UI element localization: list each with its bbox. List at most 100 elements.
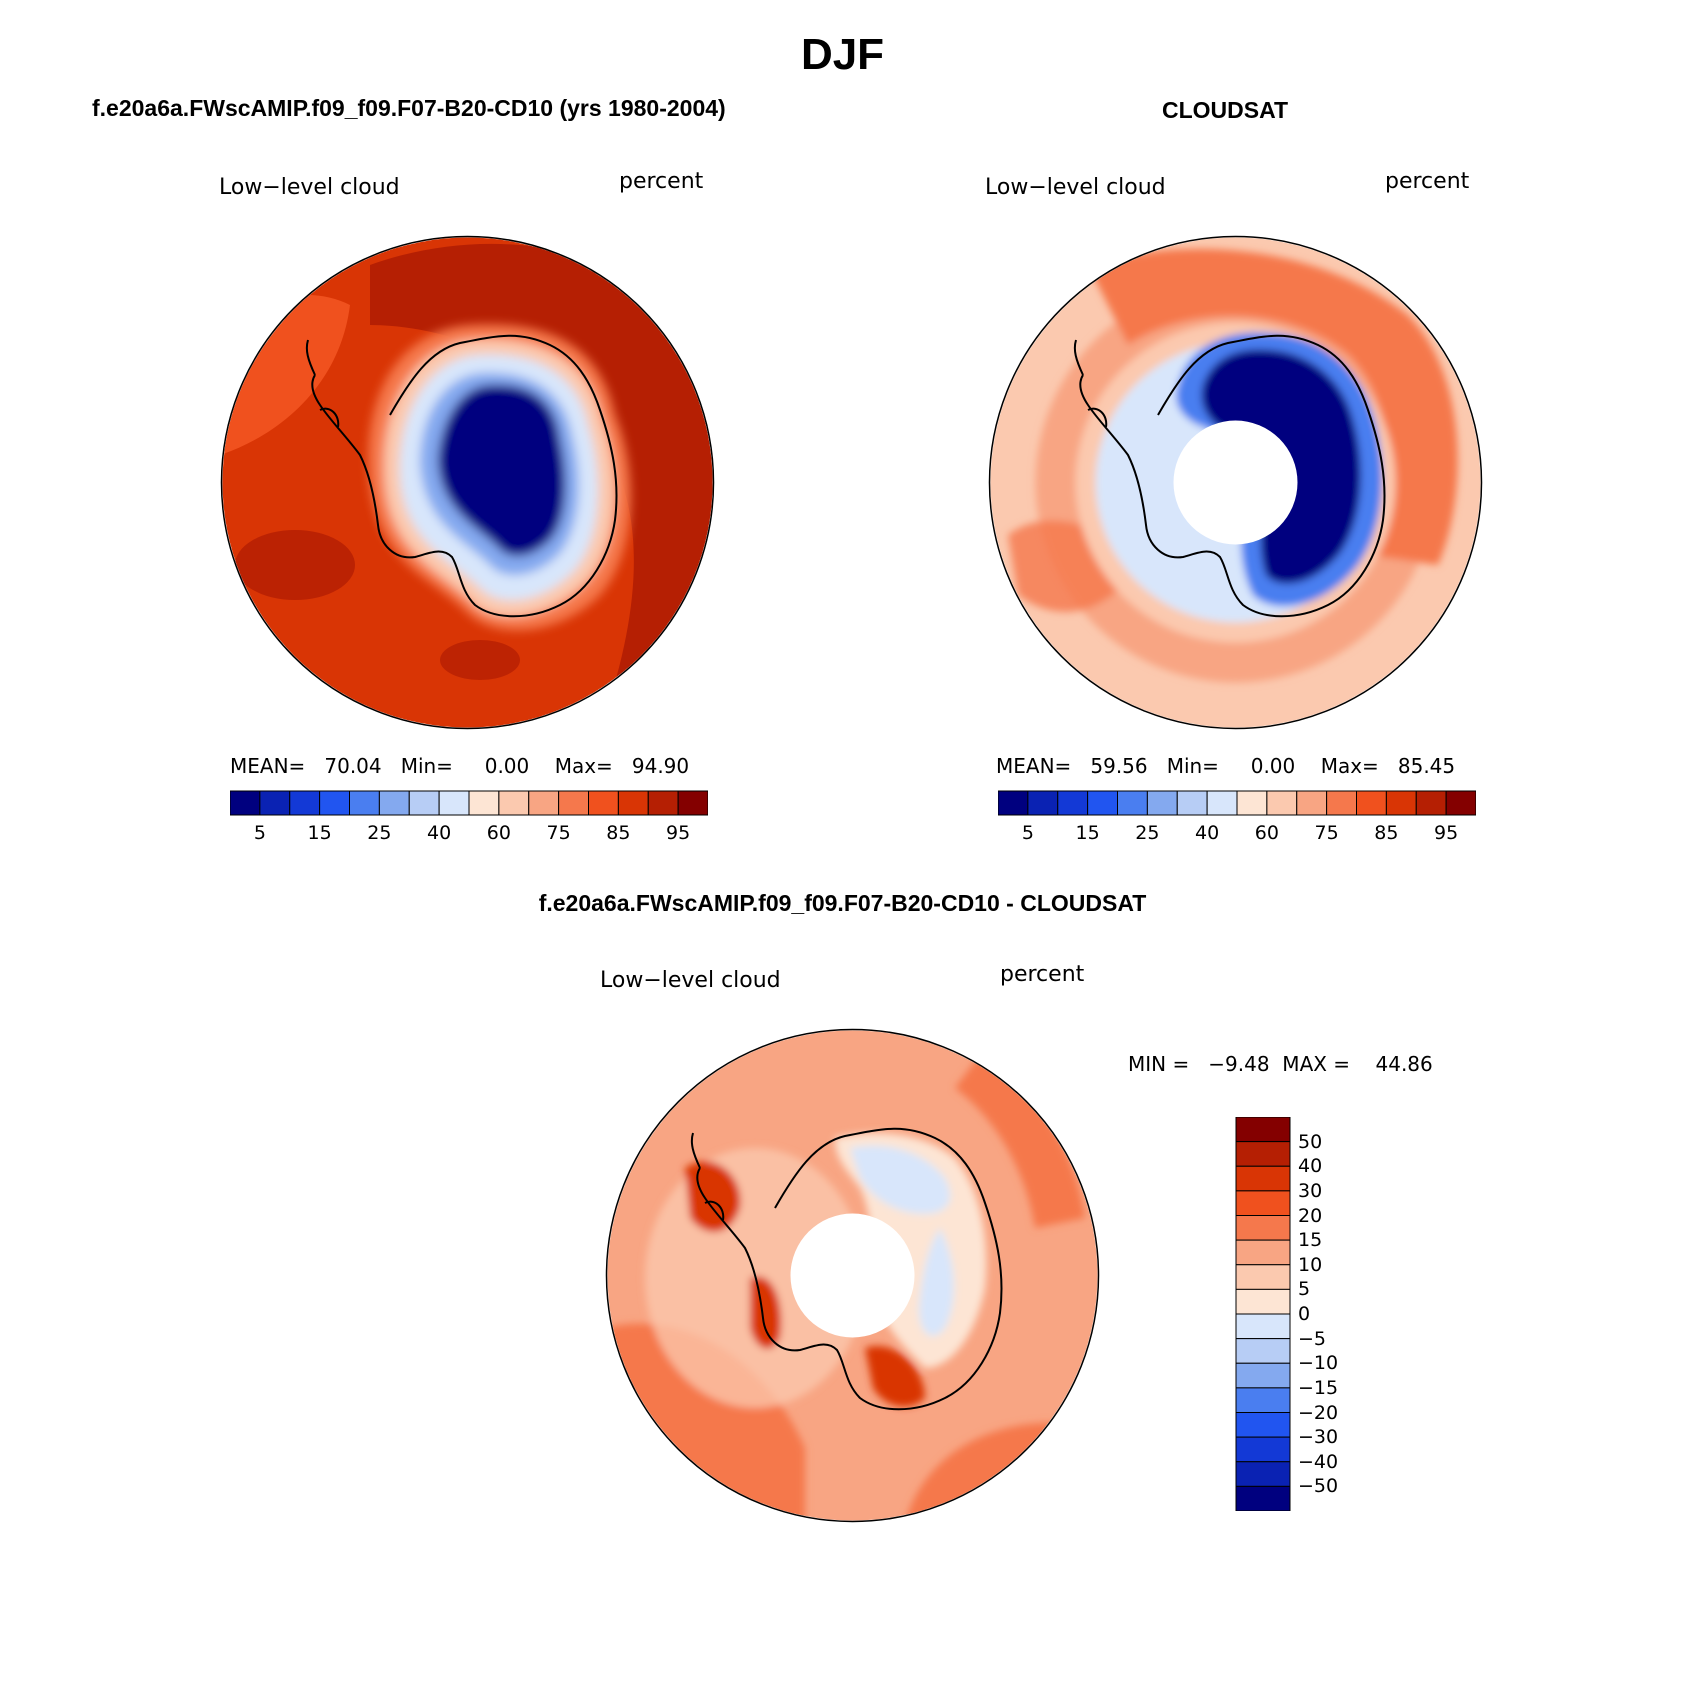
colorbar-swatch [1236, 790, 1268, 816]
colorbar-tick-label: 95 [1434, 822, 1459, 844]
colorbar-swatch [558, 790, 589, 816]
diff-colorbar-ticks: 50 40 30 20 15 10 5 0 −5 −10 −15 −20 −30 −40 −50 [1298, 1117, 1388, 1511]
colorbar-swatch [498, 790, 530, 816]
colorbar-tick-label: −10 [1298, 1352, 1339, 1375]
colorbar-tick-label: 60 [486, 822, 511, 844]
colorbar-swatch [319, 790, 350, 816]
colorbar-swatch [289, 790, 321, 816]
colorbar-swatch [1235, 1190, 1291, 1216]
colorbar-swatch [1266, 790, 1298, 816]
colorbar-swatch [468, 790, 500, 816]
colorbar-swatch [438, 790, 470, 816]
obs-variable-label: Low−level cloud [985, 175, 1166, 200]
diff-antarctica-coastline [696, 1127, 1003, 1411]
obs-units-label: percent [1385, 169, 1470, 194]
colorbar-swatch [1445, 790, 1476, 816]
colorbar-swatch [1235, 1338, 1291, 1364]
model-panel-title: f.e20a6a.FWscAMIP.f09_f09.F07-B20-CD10 (… [92, 95, 726, 121]
colorbar-swatch [1235, 1387, 1291, 1413]
obs-colorbar [998, 790, 1476, 816]
colorbar-swatch [349, 790, 380, 816]
colorbar-swatch [1235, 1362, 1291, 1389]
colorbar-swatch [1235, 1461, 1291, 1487]
model-polar-map [220, 235, 715, 730]
colorbar-swatch [1057, 790, 1089, 816]
colorbar-swatch [677, 790, 708, 816]
diff-colorbar [1235, 1117, 1291, 1511]
colorbar-tick-label: 5 [1298, 1278, 1311, 1301]
colorbar-swatch [1117, 790, 1148, 816]
colorbar-tick-label: 40 [427, 822, 452, 844]
colorbar-tick-label: −50 [1298, 1475, 1339, 1498]
diff-units-label: percent [1000, 962, 1085, 987]
model-variable-label: Low−level cloud [219, 175, 400, 200]
diff-stats: MIN = −9.48 MAX = 44.86 [1128, 1052, 1433, 1076]
colorbar-swatch [1146, 790, 1178, 816]
colorbar-swatch [1087, 790, 1118, 816]
colorbar-swatch [1235, 1485, 1291, 1511]
colorbar-swatch [1235, 1239, 1291, 1266]
colorbar-swatch [998, 790, 1029, 816]
colorbar-swatch [1027, 790, 1059, 816]
obs-panel-title: CLOUDSAT [1162, 97, 1289, 123]
model-high-cloud-region [370, 243, 713, 728]
colorbar-swatch [1296, 790, 1328, 816]
colorbar-tick-label: 15 [307, 822, 332, 844]
colorbar-swatch [1206, 790, 1238, 816]
colorbar-swatch [1415, 790, 1447, 816]
colorbar-tick-label: 50 [1298, 1130, 1323, 1153]
colorbar-swatch [378, 790, 410, 816]
colorbar-swatch [1235, 1141, 1291, 1167]
model-units-label: percent [619, 169, 704, 194]
colorbar-tick-label: 5 [1021, 822, 1034, 844]
colorbar-swatch [230, 790, 261, 816]
colorbar-tick-label: −40 [1298, 1450, 1339, 1473]
colorbar-tick-label: 15 [1075, 822, 1100, 844]
colorbar-tick-label: 30 [1298, 1179, 1323, 1202]
colorbar-tick-label: 10 [1298, 1253, 1323, 1276]
colorbar-tick-label: 40 [1298, 1155, 1323, 1178]
colorbar-tick-label: −5 [1298, 1327, 1327, 1350]
colorbar-swatch [1385, 790, 1417, 816]
obs-missing-pole [1173, 420, 1298, 545]
obs-antarctica-coastline [1079, 334, 1386, 618]
colorbar-tick-label: 5 [253, 822, 266, 844]
colorbar-tick-label: 0 [1298, 1303, 1311, 1325]
obs-colorbar-ticks: 5 15 25 40 60 75 85 95 [998, 822, 1476, 848]
colorbar-tick-label: 60 [1254, 822, 1279, 844]
colorbar-swatch [1235, 1412, 1291, 1438]
colorbar-swatch [1235, 1436, 1291, 1463]
model-stats: MEAN= 70.04 Min= 0.00 Max= 94.90 [230, 754, 690, 778]
model-colorbar [230, 790, 708, 816]
colorbar-swatch [1235, 1215, 1291, 1241]
colorbar-tick-label: 85 [606, 822, 631, 844]
colorbar-swatch [1176, 790, 1208, 816]
obs-stats: MEAN= 59.56 Min= 0.00 Max= 85.45 [996, 754, 1456, 778]
diff-variable-label: Low−level cloud [600, 968, 781, 993]
colorbar-tick-label: 75 [1314, 822, 1339, 844]
colorbar-swatch [1235, 1165, 1291, 1192]
colorbar-swatch [588, 790, 619, 816]
colorbar-swatch [259, 790, 291, 816]
diff-panel-title: f.e20a6a.FWscAMIP.f09_f09.F07-B20-CD10 -… [538, 890, 1147, 916]
colorbar-swatch [408, 790, 440, 816]
colorbar-tick-label: 40 [1195, 822, 1220, 844]
colorbar-swatch [1235, 1264, 1291, 1290]
colorbar-tick-label: 95 [666, 822, 691, 844]
diff-polar-map [605, 1028, 1100, 1523]
colorbar-tick-label: 25 [1135, 822, 1160, 844]
colorbar-tick-label: −15 [1298, 1376, 1339, 1399]
colorbar-tick-label: 75 [546, 822, 571, 844]
colorbar-swatch [647, 790, 679, 816]
colorbar-tick-label: 15 [1298, 1229, 1323, 1252]
season-title: DJF [800, 30, 885, 79]
obs-polar-map [988, 235, 1483, 730]
model-antarctica-coastline [311, 334, 618, 618]
colorbar-swatch [1356, 790, 1387, 816]
colorbar-tick-label: −30 [1298, 1426, 1339, 1449]
colorbar-tick-label: 20 [1298, 1204, 1323, 1227]
colorbar-tick-label: 85 [1374, 822, 1399, 844]
colorbar-swatch [528, 790, 560, 816]
colorbar-tick-label: −20 [1298, 1401, 1339, 1424]
colorbar-swatch [1235, 1117, 1291, 1143]
